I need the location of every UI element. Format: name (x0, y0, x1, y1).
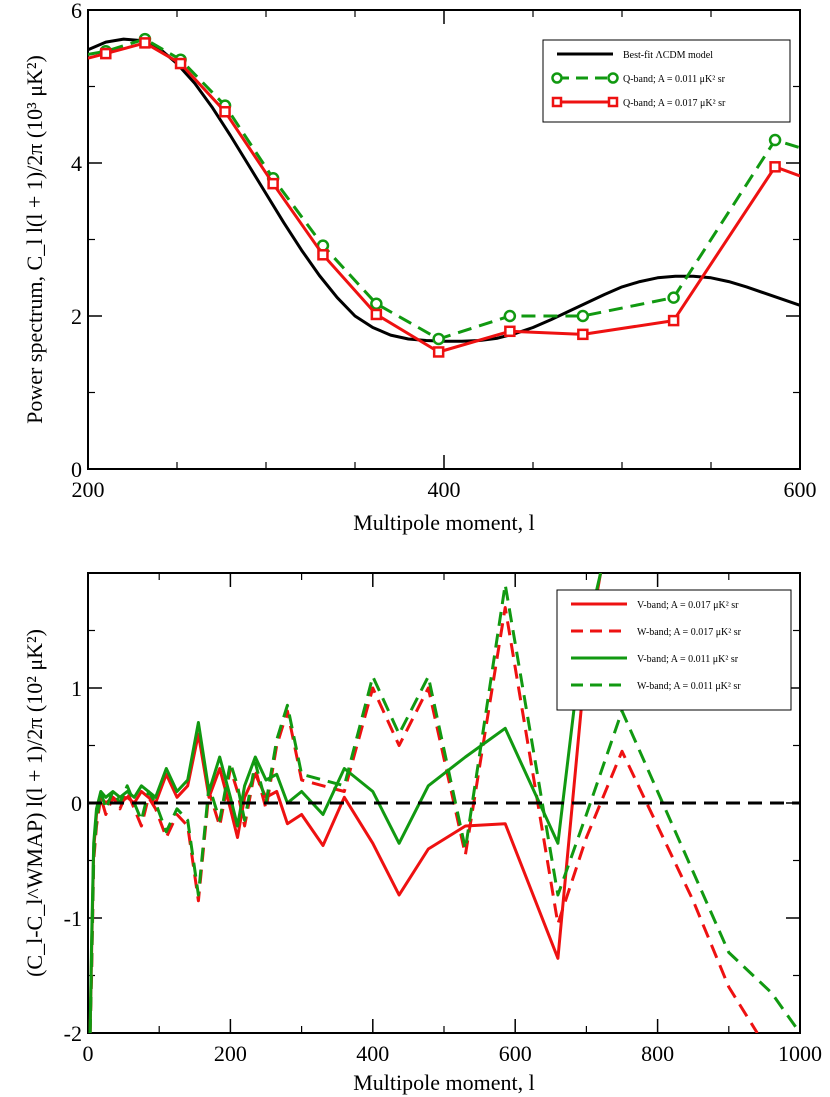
y-tick-label: 4 (71, 151, 82, 176)
data-point (174, 57, 187, 70)
data-point (100, 47, 112, 60)
legend-label: V-band; A = 0.011 μK² sr (637, 654, 739, 665)
bottom-panel: 0 200 400 600 800 1000 -2 -1 0 1 Multipole moment,… (22, 572, 822, 1095)
y-axis-label: (C_l-C_l^WMAP) l(l + 1)/2π (10² μK²) (22, 629, 47, 977)
series-line-1 (88, 37, 800, 341)
legend: Best-fit ΛCDM model Q-band; A = 0.011 μK²… (542, 39, 791, 123)
legend-label: Best-fit ΛCDM model (623, 50, 713, 61)
x-tick-label: 1000 (778, 1041, 822, 1066)
data-point (504, 325, 516, 338)
data-point (370, 297, 383, 311)
legend-label: Q-band; A = 0.011 μK² sr (623, 74, 726, 85)
data-point (432, 346, 445, 358)
top-panel: 200 400 600 0 2 4 6 Multipole moment, l Power sp… (22, 0, 817, 535)
series-line-3 (88, 583, 800, 1033)
x-tick-label: 600 (784, 477, 817, 502)
x-tick-label: 800 (641, 1041, 674, 1066)
data-point (139, 37, 151, 49)
data-point (576, 309, 590, 323)
data-point (370, 308, 383, 321)
data-point (667, 314, 680, 327)
legend-marker (607, 72, 619, 84)
legend: V-band; A = 0.017 μK² sr W-band; A = 0.01… (556, 589, 792, 711)
x-tick-label: 600 (499, 1041, 532, 1066)
data-point (267, 177, 279, 190)
y-tick-label: 1 (71, 676, 82, 701)
legend-label: W-band; A = 0.011 μK² sr (637, 681, 741, 692)
x-axis-label: Multipole moment, l (353, 510, 535, 535)
data-point (769, 161, 781, 173)
data-point (768, 133, 782, 147)
y-tick-label: 0 (71, 791, 82, 816)
legend-label: V-band; A = 0.017 μK² sr (637, 600, 739, 611)
series-line-2 (88, 573, 603, 1033)
y-tick-label: -1 (64, 906, 82, 931)
x-axis-label: Multipole moment, l (353, 1070, 535, 1095)
x-tick-label: 400 (428, 477, 461, 502)
data-point (432, 332, 445, 346)
x-tick-label: 200 (72, 477, 105, 502)
data-point (577, 328, 589, 341)
legend-marker (607, 96, 619, 108)
series-group (88, 32, 800, 358)
series-line-2 (88, 41, 800, 354)
x-tick-label: 0 (83, 1041, 94, 1066)
legend-marker (551, 96, 563, 108)
y-tick-label: 6 (71, 0, 82, 23)
x-tick-label: 200 (214, 1041, 247, 1066)
legend-label: Q-band; A = 0.017 μK² sr (623, 98, 726, 109)
y-tick-label: 0 (71, 457, 82, 482)
legend-box (556, 589, 792, 711)
series-group (88, 573, 800, 1033)
data-point (317, 249, 329, 261)
legend-label: W-band; A = 0.017 μK² sr (637, 627, 742, 638)
legend-marker (551, 72, 563, 84)
y-axis-label: Power spectrum, C_l l(l + 1)/2π (10³ μK²… (22, 55, 47, 424)
y-tick-label: 2 (71, 304, 82, 329)
y-tick-label: -2 (64, 1021, 82, 1046)
data-point (219, 105, 231, 118)
x-tick-label: 400 (356, 1041, 389, 1066)
data-point (667, 291, 680, 304)
data-point (503, 309, 517, 323)
